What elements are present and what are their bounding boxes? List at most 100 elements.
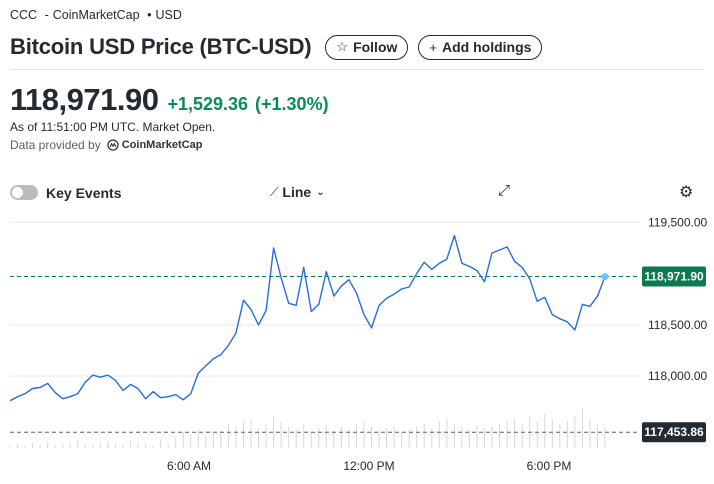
volume-bar	[39, 444, 41, 448]
volume-bar	[303, 424, 305, 448]
exchange-label: CCC	[10, 8, 38, 22]
chevron-down-icon: ⌄	[316, 186, 325, 198]
toggle-knob	[12, 187, 23, 198]
volume-bar	[175, 437, 177, 448]
line-chart-icon: ⟋	[270, 184, 279, 199]
volume-bar	[431, 428, 433, 448]
volume-bar	[604, 426, 606, 448]
volume-bar	[69, 442, 71, 448]
volume-bar	[47, 441, 49, 448]
volume-bar	[137, 442, 139, 448]
volume-bar	[438, 421, 440, 448]
volume-bar	[453, 424, 455, 448]
volume-bar	[197, 429, 199, 448]
last-price-point	[601, 273, 609, 281]
volume-bar	[77, 440, 79, 448]
volume-bar	[160, 440, 162, 448]
previous-close-tag	[642, 422, 706, 443]
y-tick-label: 119,500.00	[648, 215, 707, 229]
current-price-tag	[642, 266, 706, 287]
volume-bar	[182, 432, 184, 448]
volume-bar	[499, 424, 501, 448]
follow-button[interactable]: ☆ Follow	[325, 34, 409, 60]
data-provider: Data provided by CoinMarketCap	[10, 138, 202, 152]
gear-icon[interactable]: ⚙	[679, 184, 694, 201]
volume-bar	[574, 416, 576, 448]
volume-bar	[589, 418, 591, 448]
volume-bar	[581, 408, 583, 448]
volume-bar	[130, 441, 132, 448]
expand-icon[interactable]: ⤢	[498, 182, 511, 199]
price-change-percent: (+1.30%)	[255, 94, 329, 114]
price-chart[interactable]: 119,500.00 118,500.00 118,000.00 118,971.90…	[0, 212, 714, 484]
coinmarketcap-logo: CoinMarketCap	[107, 139, 203, 151]
volume-bar	[227, 424, 229, 448]
as-of-timestamp: As of 11:51:00 PM UTC. Market Open.	[10, 120, 216, 134]
y-tick-label: 118,500.00	[648, 318, 707, 332]
volume-bar	[514, 418, 516, 448]
follow-label: Follow	[353, 39, 398, 55]
volume-bar	[401, 432, 403, 448]
volume-bar	[483, 428, 485, 448]
volume-bar	[62, 444, 64, 448]
volume-bar	[348, 429, 350, 448]
volume-bar	[355, 424, 357, 448]
volume-bar	[378, 429, 380, 448]
volume-bar	[318, 428, 320, 448]
volume-bar	[325, 425, 327, 448]
volume-bar	[333, 430, 335, 448]
volume-bar	[544, 413, 546, 448]
previous-close-tag-label: 117,453.86	[644, 425, 704, 439]
volume-bar	[258, 428, 260, 448]
volume-bar	[17, 444, 19, 448]
volume-bar	[423, 424, 425, 448]
volume-bar	[250, 418, 252, 448]
volume-bar	[408, 429, 410, 448]
add-holdings-button[interactable]: + Add holdings	[418, 34, 543, 60]
chart-type-label: Line	[282, 184, 312, 200]
volume-bar	[92, 445, 94, 448]
provider-name: CoinMarketCap	[121, 139, 203, 151]
volume-bar	[551, 418, 553, 448]
volume-bar	[288, 426, 290, 448]
plus-icon: +	[429, 39, 437, 55]
volume-bar	[24, 445, 26, 448]
volume-bar	[340, 426, 342, 448]
volume-bar	[506, 421, 508, 448]
star-icon: ☆	[336, 39, 349, 54]
volume-bar	[145, 444, 147, 448]
volume-bar	[152, 445, 154, 448]
x-tick-label: 12:00 PM	[343, 459, 394, 473]
volume-bar	[190, 434, 192, 448]
chart-toolbar: Key Events ⟋ Line ⌄ ⤢ ⚙	[10, 182, 700, 204]
volume-bar	[99, 442, 101, 448]
volume-bar	[363, 421, 365, 448]
x-tick-label: 6:00 AM	[167, 459, 211, 473]
volume-bar	[536, 421, 538, 448]
volume-bar	[265, 424, 267, 448]
key-events-toggle[interactable]	[10, 185, 38, 200]
x-tick-label: 6:00 PM	[527, 459, 572, 473]
volume-bar	[167, 442, 169, 448]
volume-bar	[416, 426, 418, 448]
volume-bar	[566, 421, 568, 448]
price-line	[9, 234, 606, 402]
provided-by-label: Data provided by	[10, 138, 101, 152]
source-label: CoinMarketCap	[52, 8, 140, 22]
volume-bar	[84, 444, 86, 448]
volume-bar	[596, 424, 598, 448]
currency-label: USD	[155, 8, 182, 22]
quote-source-line: CCC - CoinMarketCap • USD	[10, 8, 182, 22]
volume-bar	[54, 445, 56, 448]
volume-bar	[9, 445, 11, 448]
title-divider	[10, 69, 704, 70]
volume-bar	[242, 421, 244, 448]
chart-type-dropdown[interactable]: ⟋ Line ⌄	[270, 184, 325, 200]
volume-bar	[461, 426, 463, 448]
price-change: +1,529.36	[167, 94, 249, 114]
volume-bar	[280, 421, 282, 448]
volume-bar	[521, 424, 523, 448]
volume-bar	[295, 429, 297, 448]
volume-bar	[107, 441, 109, 448]
title-row: Bitcoin USD Price (BTC-USD) ☆ Follow + A…	[10, 32, 704, 62]
